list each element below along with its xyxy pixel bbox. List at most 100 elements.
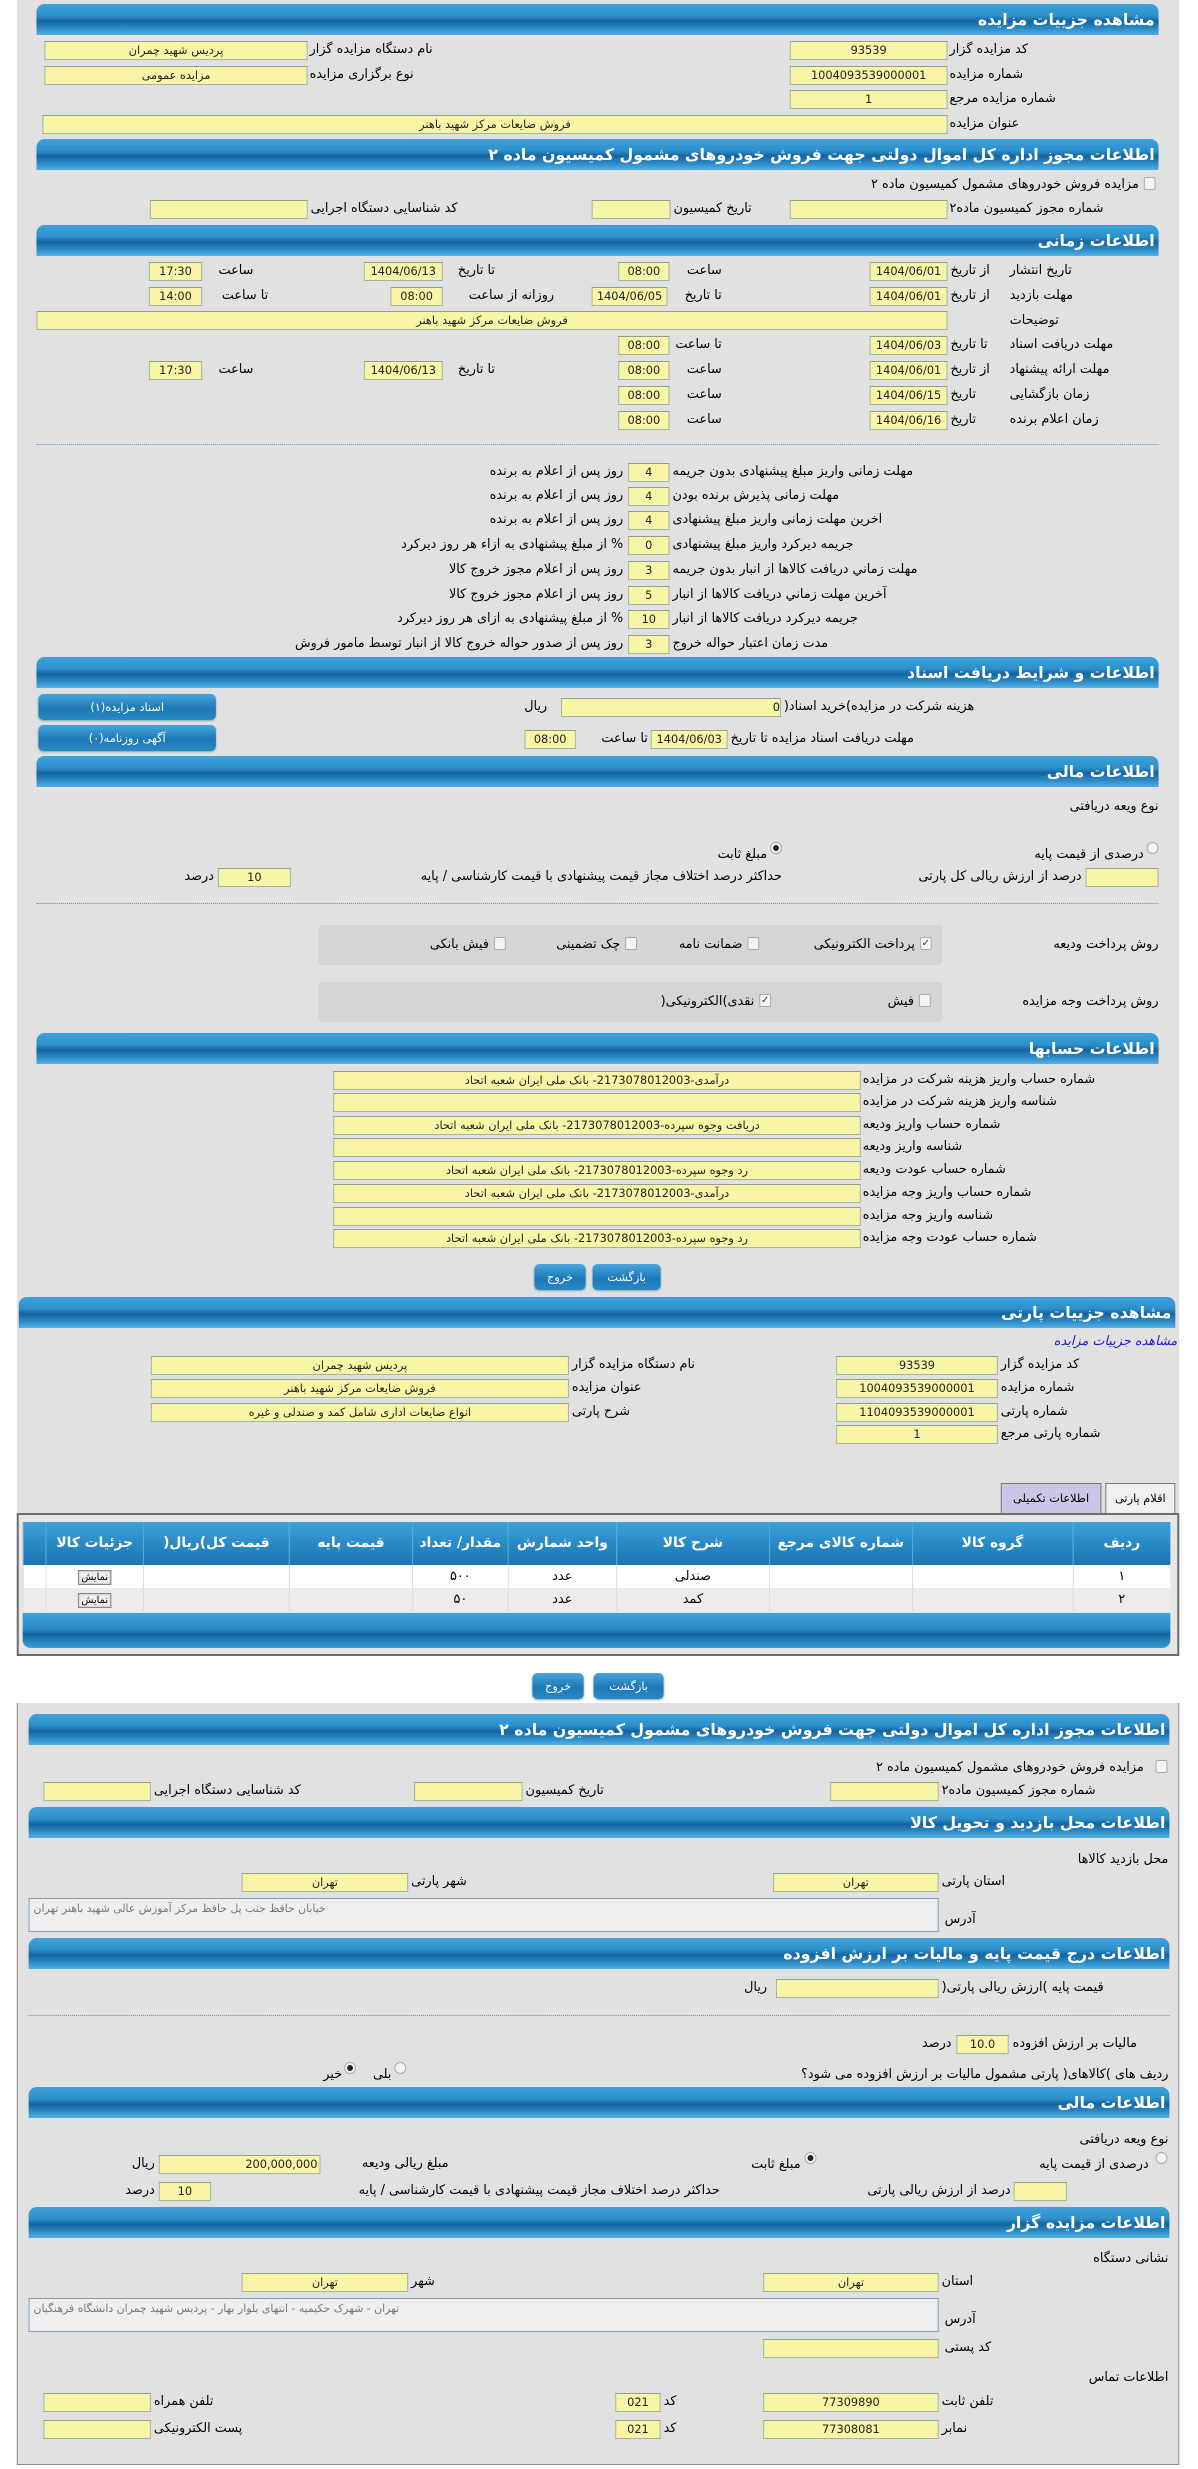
party-desc-field[interactable]: انواع ضایعات اداری شامل کمد و صندلی و غی…	[150, 1403, 569, 1422]
radio-fixed[interactable]	[804, 2152, 817, 2164]
offer-to-date[interactable]: 1404/06/13	[363, 361, 443, 380]
checkbox-bank-slip[interactable]	[493, 937, 506, 950]
account-field[interactable]: درآمدی-2173078012003- بانک ملی ایران شعب…	[333, 1184, 861, 1203]
opening-date[interactable]: 1404/06/15	[869, 386, 948, 405]
account-field[interactable]	[333, 1093, 861, 1112]
party-org-name-field[interactable]: پردیس شهید چمران	[150, 1356, 569, 1375]
deposit-percent-field[interactable]	[1085, 868, 1159, 887]
term-value[interactable]: 3	[628, 635, 670, 654]
checkbox-cheque[interactable]	[625, 937, 637, 950]
mobile-field[interactable]	[43, 2393, 151, 2412]
fax-field[interactable]: 77308081	[763, 2420, 939, 2439]
base-price-field[interactable]	[775, 1979, 939, 1998]
opening-time[interactable]: 08:00	[618, 386, 670, 405]
checkbox-cash[interactable]: ✓	[759, 994, 772, 1007]
visit-to-time[interactable]: 14:00	[148, 287, 203, 306]
auction-docs-button[interactable]: اسناد مزایده(۱)	[38, 694, 216, 720]
publish-to-time[interactable]: 17:30	[148, 262, 203, 281]
checkbox-slip[interactable]	[918, 994, 931, 1007]
permit2-exec-field[interactable]	[43, 1782, 151, 1801]
term-value[interactable]: 10	[628, 610, 670, 629]
term-value[interactable]: 5	[628, 586, 670, 605]
timing-desc-field[interactable]: فروش ضایعات مرکز شهید باهنر	[36, 311, 948, 330]
permit2-no-field[interactable]	[830, 1782, 939, 1801]
party-address-field[interactable]: خیابان حافظ جنب پل حافظ مرکز آموزش عالی …	[28, 1898, 939, 1932]
tab-extra-info[interactable]: اطلاعات تکمیلی	[1000, 1483, 1102, 1513]
phone-field[interactable]: 77309890	[763, 2393, 939, 2412]
fax-code-field[interactable]: 021	[615, 2420, 661, 2439]
winner-date[interactable]: 1404/06/16	[869, 411, 948, 430]
account-field[interactable]: دریافت وجوه سپرده-2173078012003- بانک مل…	[333, 1116, 861, 1135]
exit-button[interactable]: خروج	[534, 1264, 586, 1290]
postal-code-field[interactable]	[763, 2339, 939, 2358]
permit-checkbox[interactable]	[1143, 177, 1156, 190]
party-title-field[interactable]: فروش ضایعات مرکز شهید باهنر	[150, 1379, 569, 1398]
org-name-field[interactable]: پردیس شهید چمران	[44, 41, 308, 60]
publish-from-time[interactable]: 08:00	[618, 262, 670, 281]
maxdiff-field[interactable]: 10	[217, 868, 291, 887]
party-city-field[interactable]: تهران	[241, 1873, 409, 1892]
offer-from-time[interactable]: 08:00	[618, 361, 670, 380]
docs-deadline-date[interactable]: 1404/06/03	[650, 730, 728, 749]
account-field[interactable]: رد وجوه سپرده-2173078012003- بانک ملی ای…	[333, 1229, 861, 1248]
exit-button[interactable]: خروج	[532, 1673, 584, 1699]
org-province-field[interactable]: تهران	[763, 2273, 939, 2292]
auction-ref-field[interactable]: 1	[789, 90, 948, 109]
docs-to-date[interactable]: 1404/06/03	[869, 336, 948, 355]
radio-vat-no[interactable]	[344, 2062, 356, 2074]
back-button[interactable]: بازگشت	[592, 1264, 661, 1290]
back-button[interactable]: بازگشت	[593, 1673, 664, 1699]
checkbox-electronic[interactable]: ✓	[919, 937, 932, 950]
docs-deadline-time[interactable]: 08:00	[524, 730, 576, 749]
tab-party-items[interactable]: اقلام پارتی	[1105, 1483, 1176, 1513]
term-value[interactable]: 4	[628, 487, 670, 506]
offer-to-time[interactable]: 17:30	[148, 361, 203, 380]
visit-daily-from[interactable]: 08:00	[390, 287, 443, 306]
account-field[interactable]: درآمدی-2173078012003- بانک ملی ایران شعب…	[333, 1071, 861, 1090]
maxdiff-field[interactable]: 10	[158, 2182, 212, 2201]
permit-no-field[interactable]	[789, 200, 948, 219]
term-value[interactable]: 3	[628, 561, 670, 580]
party-no-field[interactable]: 1104093539000001	[836, 1403, 998, 1422]
org-address-field[interactable]: تهران - شهرک حکیمیه - انتهای بلوار بهار …	[28, 2298, 939, 2332]
party-province-field[interactable]: تهران	[773, 1873, 939, 1892]
radio-percent[interactable]	[1155, 2152, 1168, 2164]
radio-percent[interactable]	[1146, 842, 1159, 854]
publish-from-date[interactable]: 1404/06/01	[869, 262, 948, 281]
publish-to-date[interactable]: 1404/06/13	[363, 262, 443, 281]
visit-to-date[interactable]: 1404/06/05	[591, 287, 668, 306]
deposit-percent-field[interactable]	[1013, 2182, 1067, 2201]
account-field[interactable]: رد وجوه سپرده-2173078012003- بانک ملی ای…	[333, 1161, 861, 1180]
permit-date-field[interactable]	[591, 200, 671, 219]
offer-from-date[interactable]: 1404/06/01	[869, 361, 948, 380]
org-city-field[interactable]: تهران	[241, 2273, 409, 2292]
deposit-amount-field[interactable]: 200,000,000	[158, 2155, 321, 2174]
auction-details-link[interactable]: مشاهده جزییات مزایده	[1053, 1334, 1178, 1349]
term-value[interactable]: 4	[628, 463, 670, 482]
party-auction-no-field[interactable]: 1004093539000001	[836, 1379, 998, 1398]
radio-fixed[interactable]	[770, 842, 782, 854]
party-org-code-field[interactable]: 93539	[836, 1356, 998, 1375]
account-field[interactable]	[333, 1138, 861, 1157]
docs-to-time[interactable]: 08:00	[618, 336, 670, 355]
visit-from-date[interactable]: 1404/06/01	[869, 287, 948, 306]
checkbox-guarantee[interactable]	[747, 937, 760, 950]
newspaper-ads-button[interactable]: آگهی روزنامه(۰)	[38, 725, 216, 751]
winner-time[interactable]: 08:00	[618, 411, 670, 430]
party-ref-field[interactable]: 1	[836, 1425, 998, 1444]
org-code-field[interactable]: 93539	[789, 41, 948, 60]
auction-title-field[interactable]: فروش ضایعات مرکز شهید باهنر	[42, 115, 948, 134]
exec-code-field[interactable]	[149, 200, 308, 219]
docs-fee-field[interactable]: 0	[561, 698, 781, 717]
email-field[interactable]	[43, 2420, 151, 2439]
show-details-button[interactable]: نمایش	[78, 1592, 112, 1608]
auction-type-field[interactable]: مزایده عمومی	[44, 66, 308, 85]
phone-code-field[interactable]: 021	[615, 2393, 661, 2412]
permit2-date-field[interactable]	[414, 1782, 523, 1801]
permit2-checkbox[interactable]	[1155, 1760, 1168, 1773]
term-value[interactable]: 0	[628, 536, 670, 555]
term-value[interactable]: 4	[628, 511, 670, 530]
radio-vat-yes[interactable]	[394, 2062, 407, 2074]
vat-field[interactable]: 10.0	[956, 2035, 1009, 2054]
account-field[interactable]	[333, 1207, 861, 1226]
